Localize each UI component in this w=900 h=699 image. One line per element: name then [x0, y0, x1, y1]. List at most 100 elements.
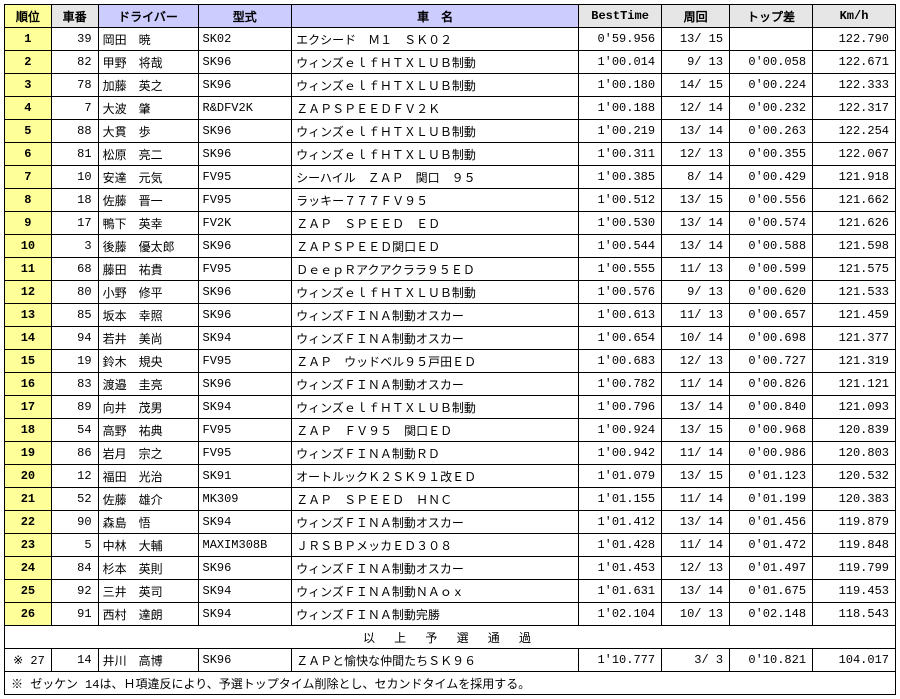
cell-carname: ウィンズｅｌｆＨＴＸＬＵＢ制動 [292, 143, 579, 166]
cell-carno: 7 [51, 97, 98, 120]
cell-speed: 120.839 [813, 419, 896, 442]
cell-laps: 12/ 13 [662, 557, 730, 580]
cell-driver: 高野 祐典 [98, 419, 198, 442]
cell-model: FV95 [198, 350, 292, 373]
cell-model: FV95 [198, 258, 292, 281]
cell-laps: 11/ 14 [662, 373, 730, 396]
cell-rank: 4 [5, 97, 52, 120]
table-row: 103後藤 優太郎SK96ＺＡＰＳＰＥＥＤ関口ＥＤ1'00.54413/ 140… [5, 235, 896, 258]
table-row: 2152佐藤 雄介MK309ＺＡＰ ＳＰＥＥＤ ＨＮＣ1'01.15511/ 1… [5, 488, 896, 511]
cell-gap: 0'01.123 [730, 465, 813, 488]
cell-rank: 11 [5, 258, 52, 281]
cell-rank: 5 [5, 120, 52, 143]
cell-laps: 12/ 13 [662, 143, 730, 166]
table-row: 2290森島 悟SK94ウィンズＦＩＮＡ制動オスカー1'01.41213/ 14… [5, 511, 896, 534]
cell-gap: 0'01.675 [730, 580, 813, 603]
cell-driver: 向井 茂男 [98, 396, 198, 419]
cell-laps: 13/ 14 [662, 396, 730, 419]
table-row: 681松原 亮二SK96ウィンズｅｌｆＨＴＸＬＵＢ制動1'00.31112/ 1… [5, 143, 896, 166]
results-table: 順位 車番 ドライバー 型式 車 名 BestTime 周回 トップ差 Km/h… [4, 4, 896, 695]
cell-driver: 福田 光治 [98, 465, 198, 488]
cell-laps: 13/ 15 [662, 28, 730, 51]
cell-carname: オートルックＫ２ＳＫ９１改ＥＤ [292, 465, 579, 488]
cell-model: FV95 [198, 442, 292, 465]
header-row: 順位 車番 ドライバー 型式 車 名 BestTime 周回 トップ差 Km/h [5, 5, 896, 28]
cell-gap: 0'00.058 [730, 51, 813, 74]
cell-time: 1'01.631 [579, 580, 662, 603]
table-row: 1986岩月 宗之FV95ウィンズＦＩＮＡ制動ＲＤ1'00.94211/ 140… [5, 442, 896, 465]
cell-rank: 26 [5, 603, 52, 626]
cell-rank: 21 [5, 488, 52, 511]
cell-rank: 19 [5, 442, 52, 465]
cell-time: 1'00.544 [579, 235, 662, 258]
table-row: 1168藤田 祐貴FV95ＤｅｅｐＲアクアクララ９５ＥＤ1'00.55511/ … [5, 258, 896, 281]
cell-gap: 0'00.968 [730, 419, 813, 442]
cell-time: 1'00.311 [579, 143, 662, 166]
cell-rank: 18 [5, 419, 52, 442]
cell-time: 1'00.219 [579, 120, 662, 143]
cell-carname: ＺＡＰ ＳＰＥＥＤ ＥＤ [292, 212, 579, 235]
cell-laps: 9/ 13 [662, 281, 730, 304]
table-row: 235中林 大輔MAXIM308BＪＲＳＢＰメッカＥＤ３０８1'01.42811… [5, 534, 896, 557]
cell-gap: 0'00.574 [730, 212, 813, 235]
cell-carno: 94 [51, 327, 98, 350]
cell-driver: 岩月 宗之 [98, 442, 198, 465]
cell-driver: 西村 達朗 [98, 603, 198, 626]
cell-model: SK96 [198, 281, 292, 304]
cell-rank: 1 [5, 28, 52, 51]
cell-laps: 13/ 14 [662, 511, 730, 534]
cell-gap: 0'00.826 [730, 373, 813, 396]
cell-carname: ＺＡＰＳＰＥＥＤＦＶ２Ｋ [292, 97, 579, 120]
cell-speed: 122.067 [813, 143, 896, 166]
cell-rank: 6 [5, 143, 52, 166]
cell-speed: 121.626 [813, 212, 896, 235]
table-row: 1683渡邉 圭亮SK96ウィンズＦＩＮＡ制動オスカー1'00.78211/ 1… [5, 373, 896, 396]
cell-gap: 0'00.657 [730, 304, 813, 327]
cell-carno: 18 [51, 189, 98, 212]
cell-rank: 17 [5, 396, 52, 419]
cell-time: 1'00.385 [579, 166, 662, 189]
cell-driver: 小野 修平 [98, 281, 198, 304]
cell-model: SK96 [198, 235, 292, 258]
cell-carno: 10 [51, 166, 98, 189]
cell-laps: 11/ 14 [662, 442, 730, 465]
cell-model: SK96 [198, 143, 292, 166]
cell-model: SK91 [198, 465, 292, 488]
cell-model: SK96 [198, 304, 292, 327]
cell-gap: 0'00.698 [730, 327, 813, 350]
cell-speed: 122.254 [813, 120, 896, 143]
table-row: 139岡田 暁SK02エクシード Ｍ１ ＳＫ０２0'59.95613/ 1512… [5, 28, 896, 51]
cell-model: SK94 [198, 603, 292, 626]
cell-time: 1'00.188 [579, 97, 662, 120]
cell-laps: 11/ 14 [662, 534, 730, 557]
cell-model: SK94 [198, 396, 292, 419]
cell-laps: 13/ 14 [662, 235, 730, 258]
cell-carname: ウィンズＦＩＮＡ制動ＮＡｏｘ [292, 580, 579, 603]
cell-carno: 54 [51, 419, 98, 442]
cell-model: SK94 [198, 580, 292, 603]
cell-model: FV95 [198, 419, 292, 442]
cell-carno: 91 [51, 603, 98, 626]
cell-laps: 12/ 13 [662, 350, 730, 373]
cell-speed: 121.598 [813, 235, 896, 258]
cell-carname: ウィンズｅｌｆＨＴＸＬＵＢ制動 [292, 281, 579, 304]
cell-gap: 0'01.456 [730, 511, 813, 534]
cell-gap: 0'00.840 [730, 396, 813, 419]
cell-speed: 120.383 [813, 488, 896, 511]
cell-driver: 佐藤 晋一 [98, 189, 198, 212]
cell-driver: 甲野 将哉 [98, 51, 198, 74]
cell-carname: ウィンズｅｌｆＨＴＸＬＵＢ制動 [292, 51, 579, 74]
cell-laps: 13/ 15 [662, 419, 730, 442]
cell-laps: 13/ 14 [662, 580, 730, 603]
cell-gap: 0'02.148 [730, 603, 813, 626]
cell-time: 1'10.777 [579, 649, 662, 672]
table-row: 1494若井 美尚SK94ウィンズＦＩＮＡ制動オスカー1'00.65410/ 1… [5, 327, 896, 350]
cell-driver: 鈴木 規央 [98, 350, 198, 373]
cell-carname: ウィンズｅｌｆＨＴＸＬＵＢ制動 [292, 396, 579, 419]
cell-time: 1'00.924 [579, 419, 662, 442]
cell-laps: 11/ 13 [662, 258, 730, 281]
cell-gap [730, 28, 813, 51]
footnote-row: ※ ゼッケン 14は、Ｈ項違反により、予選トップタイム削除とし、セカンドタイムを… [5, 672, 896, 695]
cell-carno: 83 [51, 373, 98, 396]
cell-carno: 80 [51, 281, 98, 304]
